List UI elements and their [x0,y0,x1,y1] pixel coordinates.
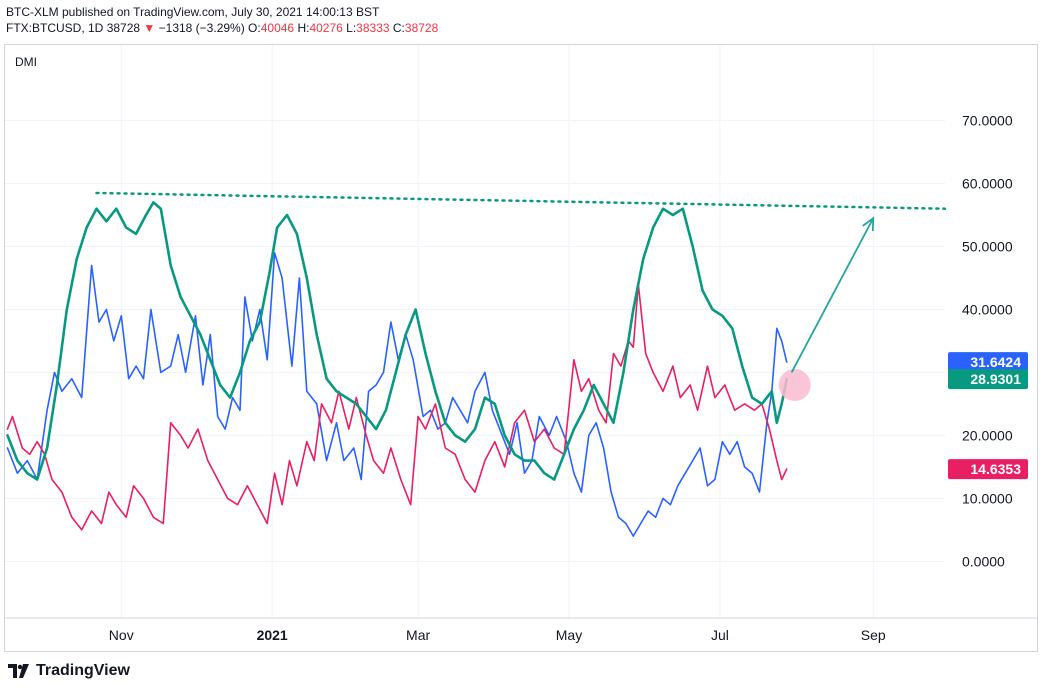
open-value: 40046 [260,21,295,35]
low-value: 38333 [356,21,390,35]
projection-arrow [790,217,875,373]
badge-background [948,459,1028,480]
plus-di-line [6,252,788,537]
badge-background [948,352,1028,373]
x-tick-label-5: Sep [861,627,886,643]
chart-header: BTC-XLM published on TradingView.com, Ju… [6,4,438,36]
high-value: 40276 [309,21,343,35]
symbol-label: FTX:BTCUSD, 1D [6,21,104,35]
publish-line: BTC-XLM published on TradingView.com, Ju… [6,5,380,19]
close-label: C: [392,21,405,35]
adx-value-badge: 28.9301 [948,369,1028,390]
high-label: H: [297,21,310,35]
y-tick-label-7: 70.0000 [962,113,1013,129]
highlight-circle [778,369,811,402]
open-label: O: [248,21,261,35]
y-tick-label-6: 60.0000 [962,176,1013,192]
indicator-legend[interactable]: DMI [15,55,37,69]
y-tick-label-5: 50.0000 [962,238,1013,254]
x-tick-label-1: 2021 [257,627,288,643]
y-tick-label-1: 10.0000 [962,490,1013,506]
down-arrow-icon: ▼ [143,21,156,35]
y-tick-label-0: 0.0000 [962,553,1005,569]
tradingview-logo-icon [8,664,29,678]
badge-label: 28.9301 [970,371,1021,387]
adx-line [6,201,789,481]
chart-pane[interactable] [4,44,1038,652]
minus-di-line [6,283,788,531]
x-tick-label-4: Jul [711,627,729,643]
x-tick-label-0: Nov [109,627,134,643]
close-value: 38728 [404,21,439,35]
last-price: 38728 [106,21,141,35]
x-tick-label-3: May [556,627,582,643]
price-change: −1318 (−3.29%) [158,21,245,35]
dotted-resistance-trendline [95,191,947,210]
y-tick-label-4: 40.0000 [962,301,1013,317]
low-label: L: [346,21,357,35]
ohlc-line: FTX:BTCUSD, 1D 38728 ▼ −1318 (−3.29%) O:… [6,20,438,36]
y-tick-label-2: 20.0000 [962,427,1013,443]
x-tick-label-2: Mar [406,627,430,643]
badge-background [948,369,1028,390]
tradingview-footer: TradingView [8,660,130,682]
badge-label: 31.6424 [970,354,1021,370]
brand-name: TradingView [36,662,130,679]
plus-di-value-badge: 31.6424 [948,352,1028,373]
arrow-head-icon [862,216,875,232]
badge-label: 14.6353 [970,461,1021,477]
minus-di-value-badge: 14.6353 [948,459,1028,480]
